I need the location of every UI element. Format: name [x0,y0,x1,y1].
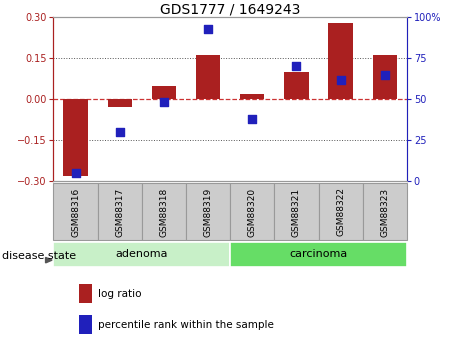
Text: GSM88323: GSM88323 [380,187,389,237]
Point [204,26,212,31]
Bar [63,99,88,176]
Text: GSM88318: GSM88318 [159,187,168,237]
FancyBboxPatch shape [274,183,319,240]
FancyBboxPatch shape [230,183,274,240]
FancyBboxPatch shape [53,183,98,240]
FancyBboxPatch shape [98,183,142,240]
Point [248,116,256,121]
FancyBboxPatch shape [142,183,186,240]
Point [72,170,79,176]
Bar [328,23,353,99]
FancyBboxPatch shape [186,183,230,240]
Point [381,72,388,77]
Text: carcinoma: carcinoma [289,249,348,259]
Text: GSM88321: GSM88321 [292,187,301,237]
Bar [284,72,309,99]
Point [160,100,167,105]
Bar [107,99,132,107]
Text: GSM88322: GSM88322 [336,187,345,236]
FancyBboxPatch shape [230,241,407,267]
Text: GSM88320: GSM88320 [248,187,257,237]
Text: GSM88316: GSM88316 [71,187,80,237]
Point [292,63,300,69]
Bar [79,315,92,334]
Text: GSM88319: GSM88319 [204,187,213,237]
Point [337,77,344,82]
FancyBboxPatch shape [363,183,407,240]
FancyBboxPatch shape [53,241,230,267]
Bar [372,56,397,99]
Bar [240,94,265,99]
Bar [196,56,220,99]
Text: adenoma: adenoma [116,249,168,259]
Bar [79,284,92,303]
Text: log ratio: log ratio [98,288,141,298]
Bar [152,86,176,99]
FancyBboxPatch shape [319,183,363,240]
Text: disease state: disease state [2,252,76,261]
Point [116,129,123,135]
Polygon shape [46,257,52,263]
Text: GSM88317: GSM88317 [115,187,124,237]
Text: percentile rank within the sample: percentile rank within the sample [98,320,273,330]
Title: GDS1777 / 1649243: GDS1777 / 1649243 [160,2,300,16]
